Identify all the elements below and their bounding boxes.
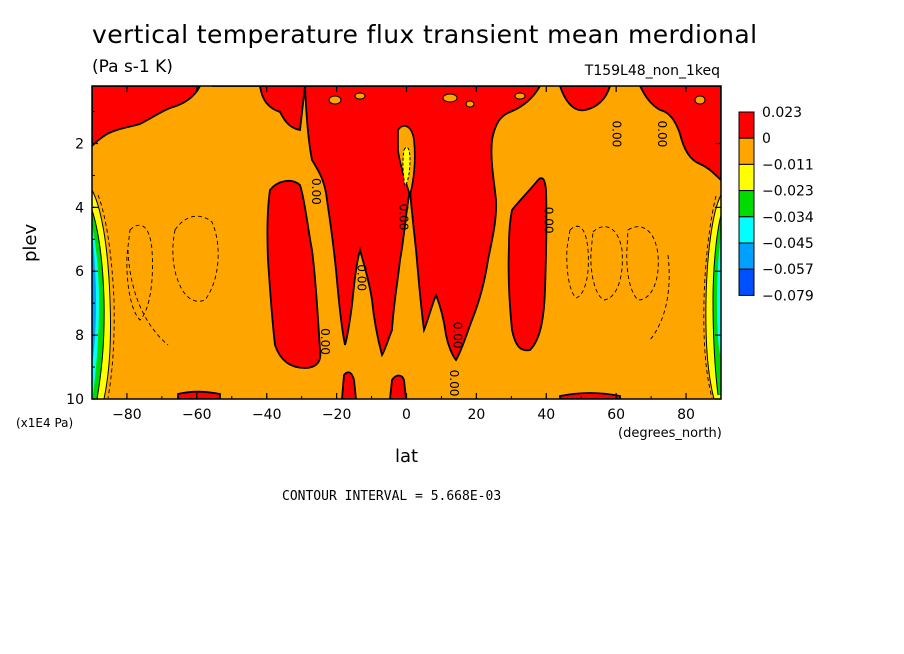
upper-right-cap (638, 86, 721, 182)
colorbar-swatch (738, 137, 755, 165)
top-islands (328, 92, 706, 108)
chart-units: (Pa s-1 K) (92, 57, 173, 77)
colorbar-swatch (738, 111, 755, 139)
colorbar-swatch (738, 216, 755, 244)
x-tick-label: 0 (402, 407, 411, 423)
colorbar-swatch (738, 242, 755, 270)
colorbar-swatch (738, 163, 755, 192)
y-tick-label: 6 (75, 264, 84, 280)
x-tick-label: −40 (252, 407, 282, 423)
bottom-right-strip (559, 392, 621, 399)
colorbar-label: −0.079 (762, 288, 814, 304)
x-tick-label: 60 (607, 407, 625, 423)
chart-title: vertical temperature flux transient mean… (92, 20, 758, 49)
y-axis-scale: (x1E4 Pa) (16, 416, 74, 430)
contour-value-label: 0.00 (397, 204, 411, 231)
colorbar: 0.023 0 −0.011 −0.023 −0.034 −0.045 −0.057 −0.0… (738, 105, 814, 304)
colorbar-label: −0.057 (762, 262, 814, 278)
colorbar-label: −0.045 (762, 236, 814, 252)
y-tick-label: 8 (75, 328, 84, 344)
bottom-left-strip (177, 390, 221, 399)
polar-band-outlines (92, 189, 721, 399)
contour-interval: CONTOUR INTERVAL = 5.668E-03 (282, 489, 502, 504)
y-tick-label: 4 (75, 200, 84, 216)
contour-value-label: 0.00 (655, 121, 669, 148)
contour-value-label: 0.00 (447, 370, 461, 397)
x-tick-label: −60 (182, 407, 212, 423)
colorbar-label: −0.034 (762, 210, 814, 226)
x-tick-label: 40 (537, 407, 555, 423)
contour-value-label: 0.00 (318, 328, 332, 355)
equatorial-yellow-core (402, 146, 411, 188)
sh-midlat-column (266, 179, 322, 369)
x-axis: −80 −60 −40 −20 0 20 40 60 80 (91, 86, 722, 423)
colorbar-label: −0.023 (762, 184, 814, 200)
x-tick-label: 80 (677, 407, 695, 423)
negative-contours (97, 194, 717, 399)
colorbar-label: 0.023 (762, 105, 802, 121)
colorbar-label: 0 (762, 131, 771, 147)
positive-regions (92, 86, 721, 399)
run-label: T159L48_non_1keq (584, 63, 720, 79)
y-tick-label: 2 (75, 136, 84, 152)
upper-mid-right (559, 86, 611, 112)
upper-left-cap (92, 86, 202, 148)
bottom-center-strip-2 (389, 374, 407, 399)
colorbar-swatch (738, 190, 755, 218)
y-axis: 2 4 6 8 10 (66, 111, 721, 408)
colorbar-label: −0.011 (762, 157, 814, 173)
x-tick-label: 20 (467, 407, 485, 423)
x-tick-label: −20 (322, 407, 352, 423)
contour-value-label: 0.00 (610, 121, 624, 148)
x-tick-label: −80 (112, 407, 142, 423)
upper-left-blob (212, 86, 306, 132)
contour-value-label: 0.00 (309, 178, 323, 205)
y-tick-label: 10 (66, 392, 84, 408)
x-axis-label: lat (395, 446, 419, 467)
contour-labels: 0.00 0.00 0.00 0.00 0.00 0.00 0.00 0.00 0.00 (309, 121, 669, 397)
x-axis-units: (degrees_north) (618, 426, 722, 441)
contour-value-label: 0.00 (451, 322, 465, 349)
nh-midlat-column (507, 177, 548, 352)
contour-value-label: 0.00 (355, 264, 369, 291)
colorbar-swatch (738, 268, 755, 296)
bottom-center-strip (341, 371, 357, 399)
contour-value-label: 0.00 (542, 207, 556, 234)
